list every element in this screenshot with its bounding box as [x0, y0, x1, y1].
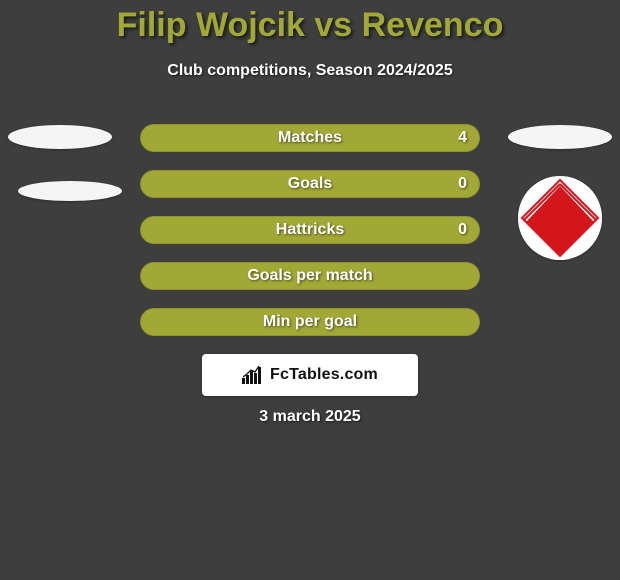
brand-box: FcTables.com: [202, 354, 418, 396]
avatar-ellipse: [8, 125, 112, 149]
player-1-avatar: [10, 119, 110, 219]
stat-row: Hattricks 0: [140, 216, 480, 244]
brand-text: FcTables.com: [270, 366, 378, 384]
stat-label: Min per goal: [263, 313, 357, 331]
comparison-date: 3 march 2025: [0, 408, 620, 426]
avatar-ellipse: [508, 125, 612, 149]
comparison-title: Filip Wojcik vs Revenco: [0, 6, 620, 45]
stat-value-right: 0: [446, 175, 479, 193]
stat-row: Goals per match: [140, 262, 480, 290]
comparison-subtitle: Club competitions, Season 2024/2025: [0, 62, 620, 80]
svg-text:1902: 1902: [549, 198, 572, 209]
stat-value-right: 0: [446, 221, 479, 239]
stat-label: Goals per match: [247, 267, 372, 285]
stat-row: Min per goal: [140, 308, 480, 336]
avatar-ellipse: [18, 181, 122, 201]
stat-label: Goals: [288, 175, 332, 193]
stat-label: Hattricks: [276, 221, 344, 239]
stat-label: Matches: [278, 129, 342, 147]
brand-bars-icon: [242, 366, 264, 384]
club-badge: 1902: [518, 176, 602, 260]
stat-row: Goals 0: [140, 170, 480, 198]
stat-row: Matches 4: [140, 124, 480, 152]
stat-value-right: 4: [446, 129, 479, 147]
